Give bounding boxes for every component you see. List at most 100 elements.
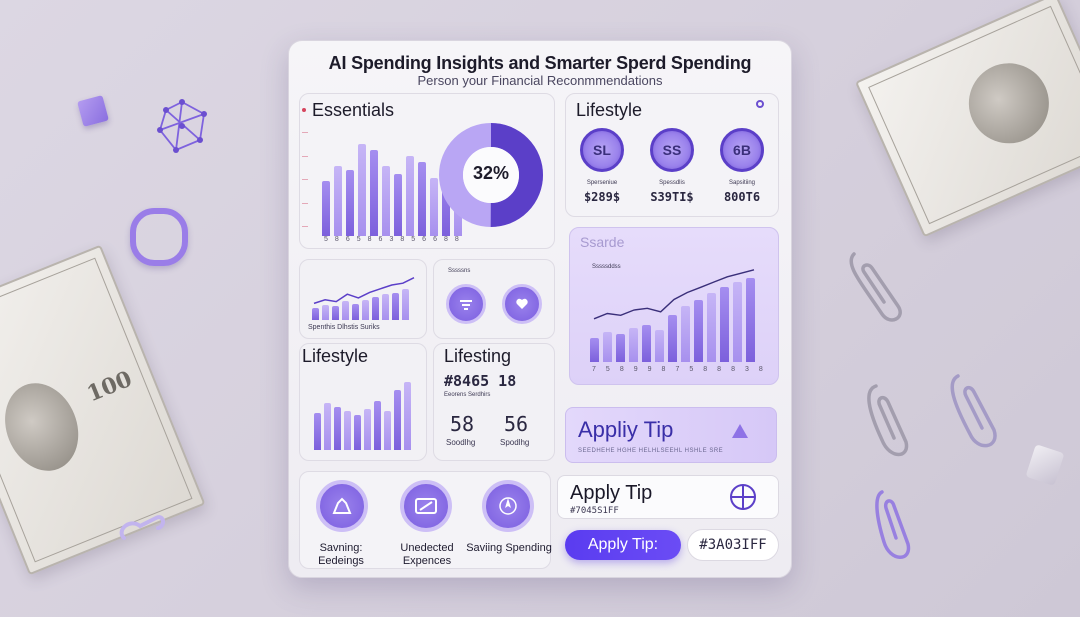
- plane-icon: [499, 497, 517, 515]
- savings-tick-11: 8: [731, 366, 735, 373]
- savings-bar-5: [642, 325, 651, 362]
- mini-icons-caption: Sssssns: [448, 268, 471, 274]
- stat-label-2: Spessdlis: [659, 180, 685, 186]
- essentials-tick-9: 5: [411, 236, 416, 243]
- essentials-tick-11: 6: [433, 236, 437, 243]
- lifesting-panel[interactable]: Lifesting #8465 18 Eeorens Serdhirs 58 5…: [433, 343, 555, 461]
- savings-tick-5: 9: [647, 366, 652, 373]
- lifestyle-bar-1: [314, 413, 321, 450]
- stat-label-3: Sapsitiing: [728, 180, 755, 186]
- heart-icon-button[interactable]: [502, 284, 542, 324]
- savings-earnings-button[interactable]: [316, 480, 368, 532]
- mini-trend-bar-3: [332, 306, 339, 320]
- lifestyle-chart-panel[interactable]: Lifestyle: [299, 343, 427, 461]
- apply-tip-card-sub: SEEDHEHE HGHE HELHLSEEHL HSHLE SRE: [578, 448, 724, 454]
- savings-tick-6: 8: [661, 366, 666, 373]
- lifestyle-stats-title: Lifestyle: [576, 100, 643, 120]
- bottom-label-2: Unedected Expences: [400, 542, 454, 567]
- savings-bar-11: [720, 287, 729, 362]
- mini-trend-bars: [312, 286, 409, 320]
- page-subtitle: Person your Financial Reconmmendations: [417, 73, 663, 88]
- lifestyle-bar-3: [334, 407, 341, 450]
- essentials-tick-1: 5: [324, 236, 328, 243]
- panel-pin-icon: [756, 100, 764, 108]
- savings-bar-3: [616, 334, 625, 362]
- lifestyle-bar-5: [354, 415, 361, 450]
- purple-ring: [130, 208, 188, 266]
- savings-bar-10: [707, 293, 716, 362]
- bottom-categories-panel: Savning: Eedeings Unedected Expences Sav…: [299, 471, 552, 569]
- hex-value-pill: #3A03IFF: [687, 529, 779, 561]
- essentials-bar-8: [406, 156, 414, 236]
- essentials-tick-10: 6: [422, 236, 427, 243]
- savings-bar-9: [694, 300, 703, 362]
- saving-spending-button[interactable]: [482, 480, 534, 532]
- lifesting-big-2: 56: [504, 412, 529, 436]
- essentials-tick-4: 5: [356, 236, 361, 243]
- essentials-bar-4: [358, 144, 366, 236]
- mini-trend-bar-9: [392, 293, 399, 320]
- savings-chart-legend: Sssssddss: [592, 264, 621, 270]
- essentials-bar-7: [394, 174, 402, 236]
- lifestyle-bar-2: [324, 403, 331, 450]
- stat-label-1: Sperseniue: [586, 180, 618, 186]
- bottom-label-3: Saviing Spending: [466, 542, 552, 554]
- essentials-bar-9: [418, 162, 426, 236]
- bottom-label-1: Savning: Eedeings: [318, 542, 364, 567]
- molecule-icon: [157, 99, 207, 153]
- essentials-bar-2: [334, 166, 342, 236]
- essentials-tick-13: 8: [454, 236, 459, 243]
- mini-trend-bar-8: [382, 294, 389, 320]
- heart-icon: [516, 298, 528, 309]
- mini-trend-bar-5: [352, 304, 359, 320]
- savings-chart-panel[interactable]: Ssarde Sssssddss 7 5 8 9 9 8 7 5 8 8 8 3 8: [569, 227, 779, 385]
- unexpected-expenses-button[interactable]: [400, 480, 452, 532]
- paperclip-4: [875, 490, 911, 559]
- essentials-bar-3: [346, 170, 354, 236]
- mini-icons-panel[interactable]: Sssssns: [433, 259, 555, 339]
- lifestyle-stats-panel[interactable]: Lifestyle SL SS 6B Sperseniue Spessdlis …: [565, 93, 779, 217]
- essentials-title: Essentials: [312, 100, 395, 120]
- essentials-tick-3: 6: [345, 236, 350, 243]
- savings-bar-7: [668, 315, 677, 362]
- apply-tip-button[interactable]: Apply Tip:: [565, 530, 681, 560]
- banknote-left: 100: [0, 244, 206, 576]
- savings-tick-7: 7: [675, 366, 680, 373]
- mini-trend-caption: Spenthis Dlhstis Suriks: [308, 324, 380, 331]
- lifestyle-bar-6: [364, 409, 371, 450]
- apply-tip-row-code: #7045S1FF: [570, 506, 619, 516]
- lifestyle-bar-8: [384, 411, 391, 450]
- essentials-tick-8: 8: [400, 236, 405, 243]
- apply-tip-card[interactable]: Appliy Tip SEEDHEHE HGHE HELHLSEEHL HSHL…: [565, 407, 777, 463]
- lifestyle-bar-7: [374, 401, 381, 450]
- savings-trend-line: [593, 269, 755, 320]
- dome-icon: [332, 497, 352, 514]
- banknote-right: [854, 0, 1080, 238]
- clip-small-left: [119, 515, 165, 540]
- essentials-bar-10: [430, 178, 438, 236]
- triangle-icon: [732, 424, 748, 438]
- lifestyle-bar-10: [404, 382, 411, 450]
- stack-icon-button[interactable]: [446, 284, 486, 324]
- stat-value-1: $289$: [583, 190, 621, 204]
- apply-tip-row[interactable]: Apply Tip #7045S1FF: [557, 475, 779, 519]
- globe-icon: [730, 484, 756, 510]
- lifestyle-bar-9: [394, 390, 401, 450]
- mini-trend-panel[interactable]: Spenthis Dlhstis Suriks: [299, 259, 427, 339]
- essentials-tick-2: 8: [334, 236, 339, 243]
- mini-trend-line: [313, 277, 415, 305]
- purple-cube: [77, 95, 109, 127]
- savings-x-ticks: 7 5 8 9 9 8 7 5 8 8 8 3 8: [592, 366, 763, 373]
- lifesting-label-2: Spodlhg: [500, 438, 530, 447]
- essentials-tick-12: 8: [443, 236, 448, 243]
- savings-tick-13: 8: [758, 366, 763, 373]
- lifestyle-bar-chart: [314, 380, 411, 450]
- essentials-bar-1: [322, 181, 330, 236]
- apply-tip-card-label: Appliy Tip: [578, 417, 674, 442]
- paperclip-2: [867, 384, 909, 457]
- savings-tick-2: 5: [605, 366, 610, 373]
- essentials-y-labels: — — — — —: [302, 130, 308, 230]
- savings-bar-1: [590, 338, 599, 362]
- stat-circle-2: SS: [650, 128, 694, 172]
